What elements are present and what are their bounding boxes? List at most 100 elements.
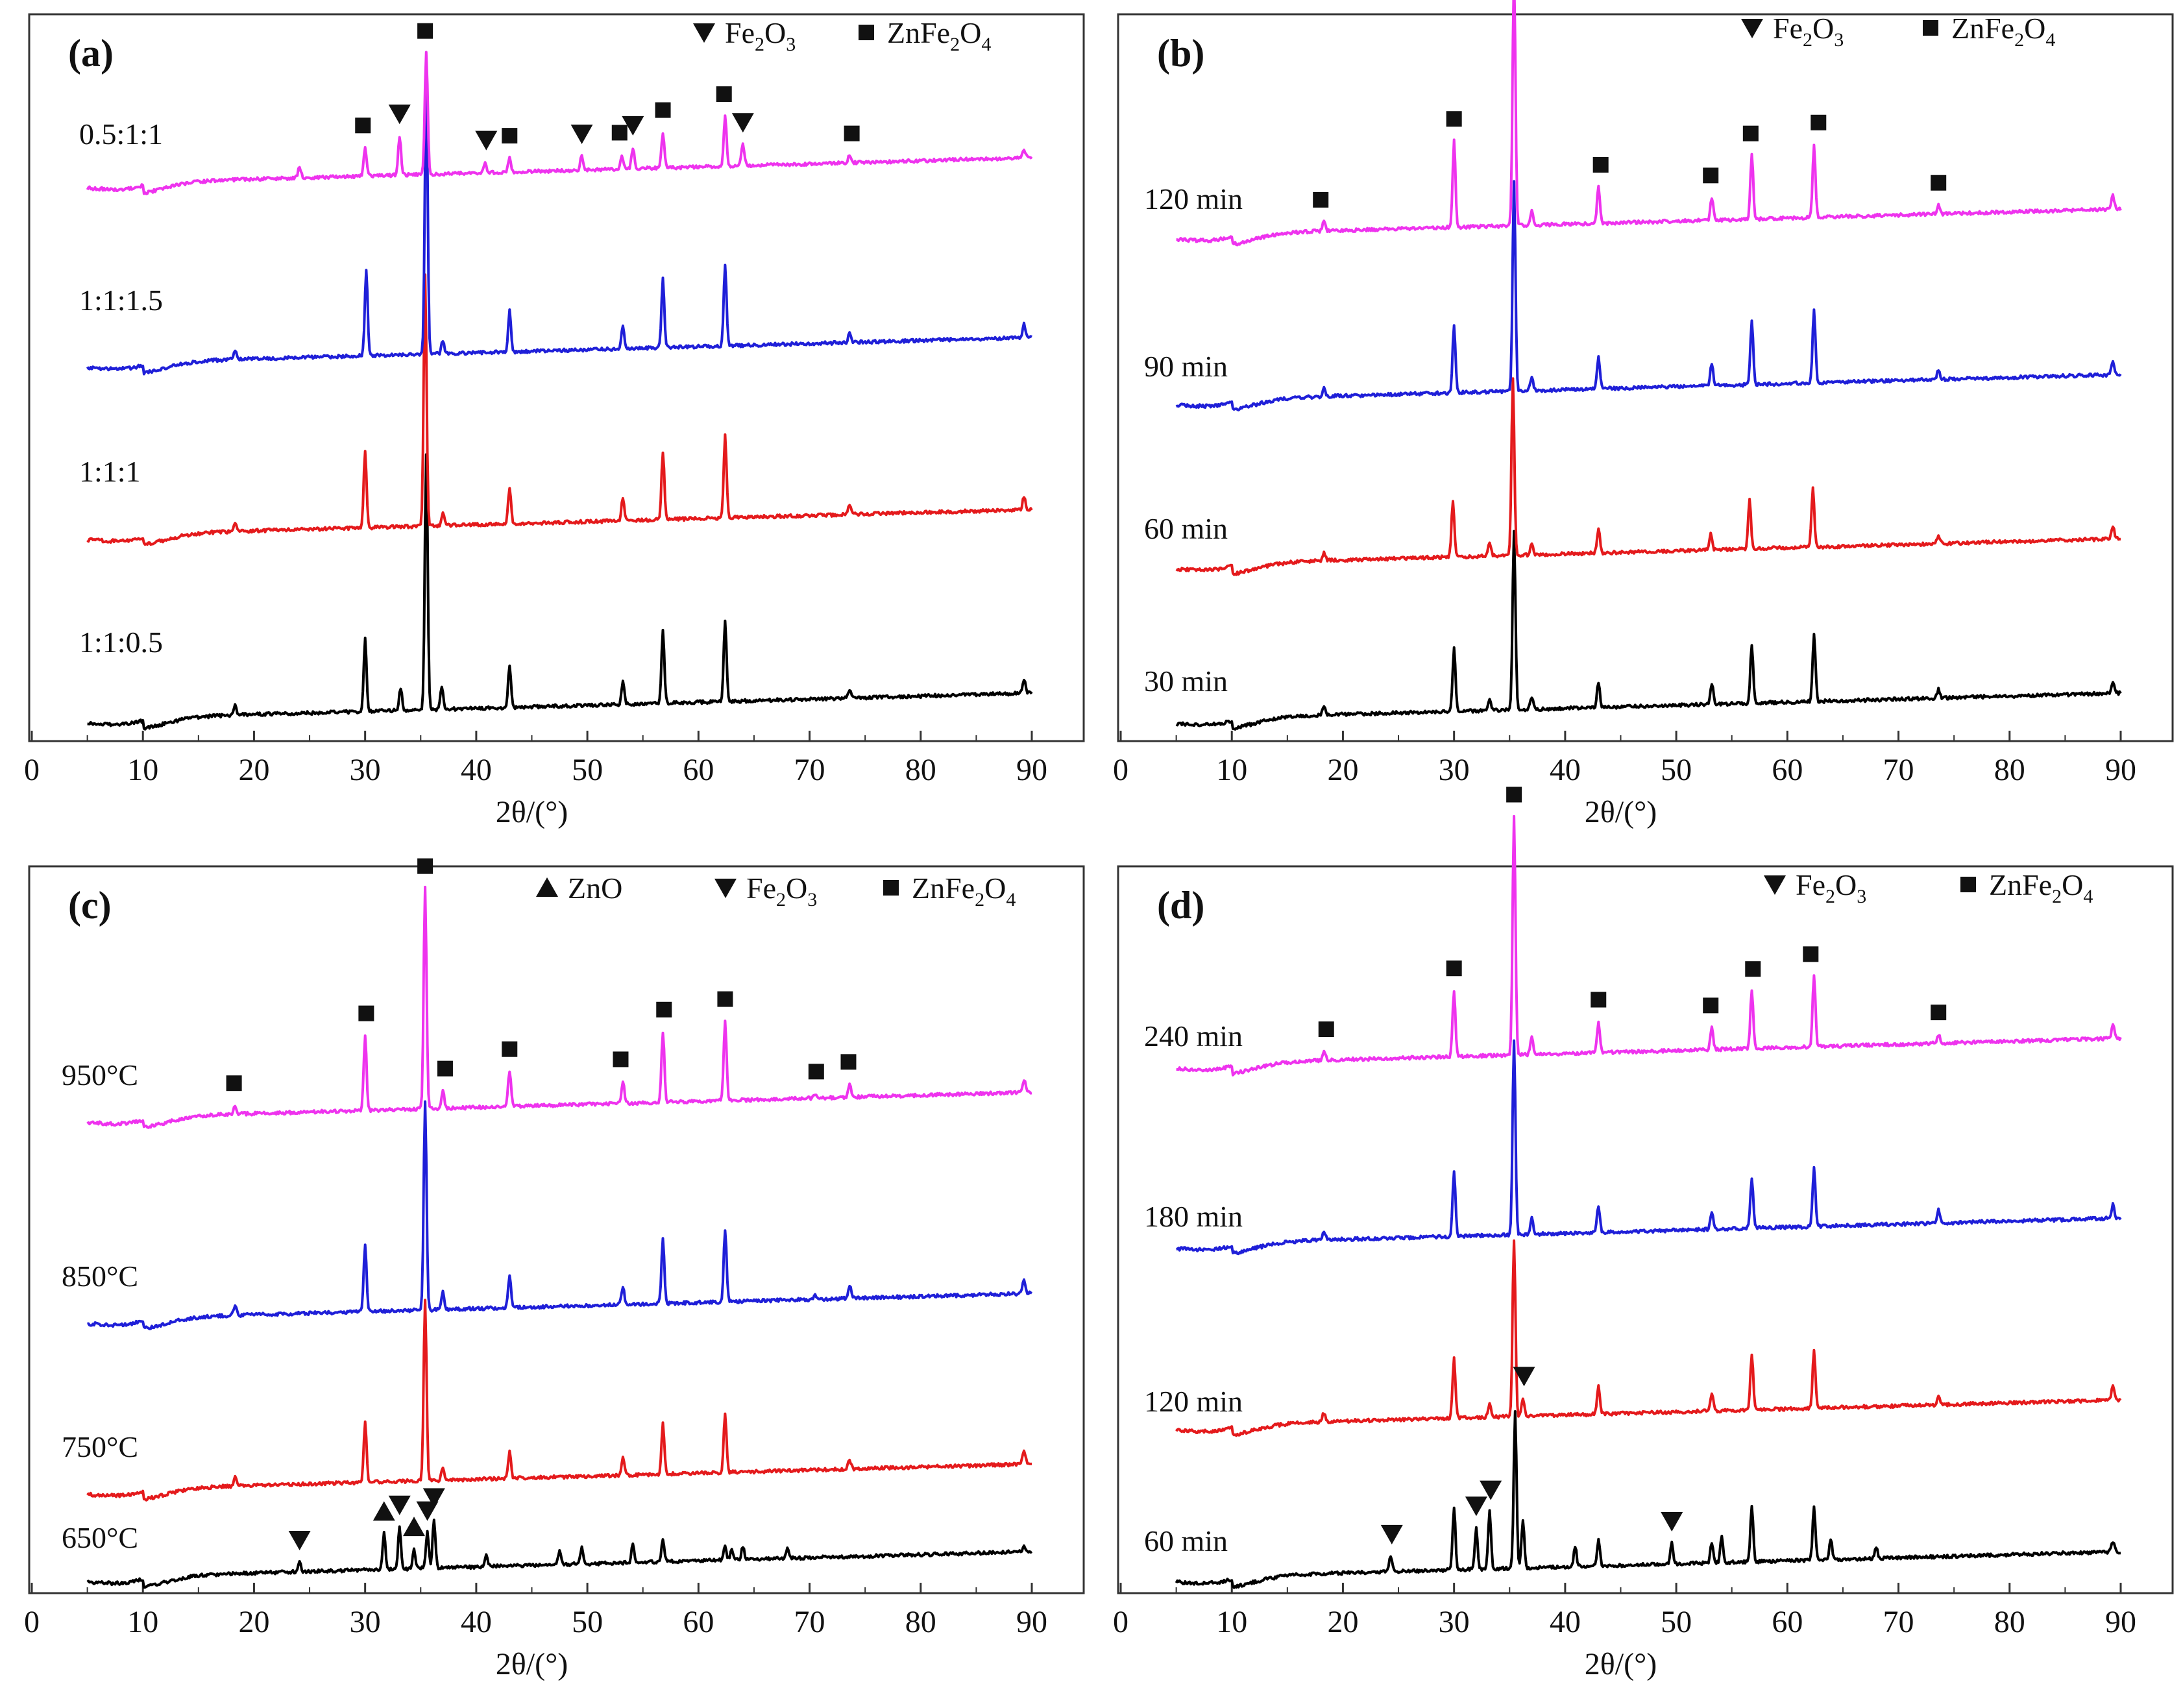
- x-tick-label: 90: [2105, 753, 2136, 787]
- x-tick-label: 10: [127, 1605, 158, 1639]
- series-label: 90 min: [1144, 350, 1228, 383]
- panel-label: (c): [68, 884, 112, 927]
- peak-square-marker: [613, 1051, 629, 1068]
- peak-square-marker: [1745, 961, 1761, 977]
- x-tick-label: 70: [794, 753, 825, 787]
- series-label: 30 min: [1144, 665, 1228, 698]
- peak-square-marker: [1318, 1021, 1334, 1038]
- legend-entry: Fe2O3: [725, 16, 796, 55]
- x-tick-label: 90: [1016, 1605, 1047, 1639]
- peak-square-marker: [611, 125, 628, 141]
- peak-square-marker: [1703, 997, 1719, 1014]
- peak-square-marker: [502, 128, 518, 144]
- xrd-pattern-line: [86, 885, 1032, 1129]
- series-label: 1:1:1: [79, 455, 141, 488]
- series-label: 950°C: [62, 1058, 138, 1092]
- panel-label: (b): [1157, 32, 1204, 75]
- peak-square-marker: [417, 858, 433, 874]
- x-tick-label: 10: [1216, 753, 1247, 787]
- legend-square-icon: [1923, 20, 1938, 36]
- x-tick-label: 40: [461, 1605, 492, 1639]
- x-tick-label: 0: [1113, 753, 1128, 787]
- legend-entry: ZnFe2O4: [887, 16, 991, 55]
- peak-square-marker: [226, 1075, 242, 1092]
- x-tick-label: 40: [1550, 753, 1581, 787]
- peak-up-triangle-marker: [372, 1501, 395, 1521]
- x-tick-label: 30: [350, 753, 381, 787]
- peak-square-marker: [808, 1064, 824, 1080]
- x-tick-label: 10: [1216, 1605, 1247, 1639]
- legend-entry: ZnFe2O4: [912, 872, 1016, 910]
- x-tick-label: 90: [2105, 1605, 2136, 1639]
- x-axis-title: 2θ/(°): [496, 795, 568, 829]
- x-tick-label: 50: [1661, 1605, 1692, 1639]
- xrd-pattern-line: [86, 51, 1033, 195]
- series-label: 180 min: [1144, 1200, 1243, 1233]
- x-tick-label: 40: [1550, 1605, 1581, 1639]
- plot-frame: [1117, 13, 2174, 742]
- plot-frame: [1117, 865, 2174, 1594]
- xrd-pattern-line: [86, 85, 1032, 376]
- plot-frame: [28, 13, 1085, 742]
- x-tick-label: 60: [683, 753, 714, 787]
- x-tick-label: 0: [24, 1605, 40, 1639]
- peak-square-marker: [844, 125, 860, 141]
- peak-down-triangle-marker: [388, 104, 411, 125]
- x-tick-label: 50: [1661, 753, 1692, 787]
- series-label: 60 min: [1144, 512, 1228, 545]
- peak-down-triangle-marker: [388, 1495, 411, 1515]
- series-label: 240 min: [1144, 1019, 1243, 1053]
- x-tick-label: 0: [1113, 1605, 1128, 1639]
- legend-entry: ZnFe2O4: [1951, 12, 2055, 51]
- peak-down-triangle-marker: [570, 125, 593, 145]
- panel-d: (d) 0 10 20 30 40 50 60 70 80 90 2θ/(°) Fe2O3 ZnFe2O4…: [1113, 787, 2174, 1681]
- series-label: 1:1:0.5: [79, 626, 163, 659]
- peak-square-marker: [1703, 167, 1719, 184]
- peak-square-marker: [840, 1054, 857, 1070]
- legend-down-triangle-icon: [1764, 875, 1786, 895]
- peak-down-triangle-marker: [422, 1488, 445, 1508]
- x-tick-label: 30: [350, 1605, 381, 1639]
- x-tick-label: 60: [683, 1605, 714, 1639]
- peak-square-marker: [1811, 114, 1827, 130]
- legend-entry: Fe2O3: [1773, 12, 1844, 51]
- x-axis-title: 2θ/(°): [1585, 795, 1657, 829]
- peak-down-triangle-marker: [1465, 1496, 1487, 1517]
- peak-square-marker: [1446, 960, 1462, 977]
- peak-down-triangle-marker: [622, 116, 644, 136]
- x-tick-label: 50: [572, 753, 603, 787]
- peak-square-marker: [716, 86, 732, 103]
- xrd-pattern-line: [1176, 814, 2122, 1077]
- x-tick-label: 20: [238, 753, 269, 787]
- legend-entry: Fe2O3: [1796, 868, 1866, 907]
- peak-down-triangle-marker: [475, 130, 498, 151]
- panel-a: (a) 0 10 20 30 40 50 60 70 80 90 2θ/(°) Fe2O3 ZnFe2O4…: [24, 13, 1085, 829]
- peak-square-marker: [655, 102, 671, 118]
- xrd-pattern-line: [86, 1519, 1033, 1589]
- xrd-pattern-line: [1175, 530, 2122, 731]
- peak-square-marker: [355, 117, 371, 134]
- peak-square-marker: [1803, 946, 1819, 962]
- xrd-pattern-line: [1176, 0, 2122, 247]
- series-label: 750°C: [62, 1430, 138, 1463]
- peak-square-marker: [1592, 157, 1609, 173]
- series-label: 60 min: [1144, 1524, 1228, 1557]
- series-label: 650°C: [62, 1521, 138, 1554]
- peak-down-triangle-marker: [1513, 1367, 1535, 1387]
- xrd-pattern-line: [87, 453, 1033, 731]
- peak-square-marker: [717, 991, 733, 1007]
- xrd-pattern-line: [86, 273, 1033, 546]
- peak-square-marker: [1506, 787, 1522, 803]
- peak-square-marker: [1931, 175, 1947, 191]
- peak-square-marker: [1313, 191, 1329, 208]
- peak-square-marker: [417, 23, 433, 39]
- legend-down-triangle-icon: [693, 23, 715, 43]
- peak-square-marker: [502, 1041, 518, 1057]
- plot-frame: [28, 865, 1085, 1594]
- x-tick-label: 40: [461, 753, 492, 787]
- x-tick-label: 50: [572, 1605, 603, 1639]
- x-tick-label: 20: [1327, 1605, 1358, 1639]
- legend-down-triangle-icon: [714, 879, 737, 898]
- x-tick-label: 80: [1994, 753, 2025, 787]
